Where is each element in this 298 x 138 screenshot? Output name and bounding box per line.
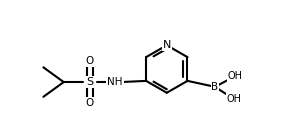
Text: O: O <box>86 98 94 108</box>
Text: OH: OH <box>226 94 242 104</box>
Text: NH: NH <box>107 77 123 87</box>
Text: O: O <box>86 56 94 66</box>
Text: B: B <box>211 82 218 92</box>
Text: N: N <box>163 40 171 50</box>
Text: OH: OH <box>228 71 243 81</box>
Text: S: S <box>86 77 94 87</box>
